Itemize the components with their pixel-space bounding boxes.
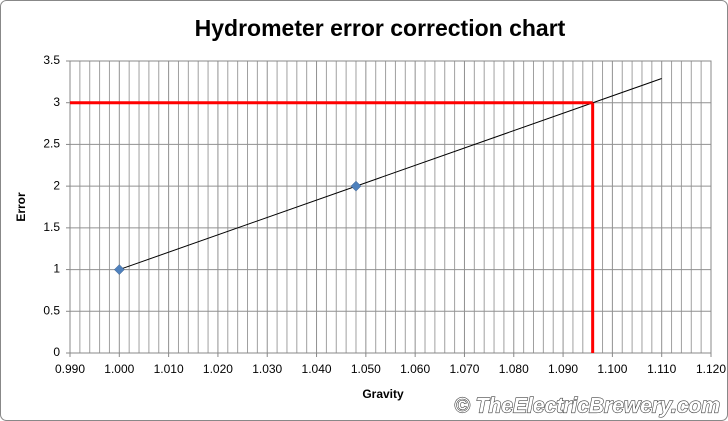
y-tick-label: 0 xyxy=(53,345,60,359)
data-point xyxy=(113,264,125,275)
x-tick-label: 1.050 xyxy=(351,362,381,376)
y-tick-label: 3 xyxy=(53,95,60,109)
x-tick-label: 0.990 xyxy=(55,362,85,376)
x-tick-label: 1.120 xyxy=(696,362,726,376)
plot-border xyxy=(69,60,712,354)
x-tick-label: 1.030 xyxy=(252,362,282,376)
x-tick-label: 1.080 xyxy=(499,362,529,376)
y-tick-label: 3.5 xyxy=(43,53,60,67)
y-tick-label: 1 xyxy=(53,262,60,276)
x-tick-label: 1.020 xyxy=(203,362,233,376)
y-tick-label: 1.5 xyxy=(43,220,60,234)
data-point xyxy=(350,180,362,192)
y-tick-label: 2.5 xyxy=(43,137,60,151)
x-tick-label: 1.060 xyxy=(400,362,430,376)
x-tick-label: 1.010 xyxy=(154,362,184,376)
x-axis-label: Gravity xyxy=(362,387,404,401)
y-tick-label: 2 xyxy=(53,178,60,192)
y-axis-label: Error xyxy=(14,192,28,222)
x-tick-label: 1.090 xyxy=(548,362,578,376)
x-tick-label: 1.070 xyxy=(449,362,479,376)
plot: 0.990 1.000 1.010 1.020 1.030 1.040 1.050 1.060… xyxy=(43,53,726,376)
chart-title: Hydrometer error correction chart xyxy=(195,15,566,41)
x-tick-label: 1.000 xyxy=(104,362,134,376)
trendline xyxy=(119,78,662,271)
x-tick-label: 1.110 xyxy=(647,362,676,376)
watermark: © TheElectricBrewery.com xyxy=(454,395,720,418)
x-tick-label: 1.100 xyxy=(597,362,627,376)
x-tick-label: 1.040 xyxy=(302,362,332,376)
y-tick-label: 0.5 xyxy=(43,303,60,317)
